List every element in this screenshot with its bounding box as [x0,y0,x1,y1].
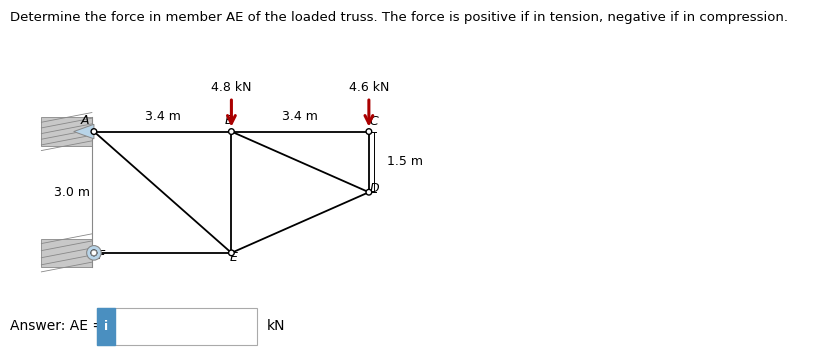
Text: Determine the force in member AE of the loaded truss. The force is positive if i: Determine the force in member AE of the … [10,11,788,24]
Text: 3.4 m: 3.4 m [145,110,181,122]
Circle shape [229,250,235,256]
Text: kN: kN [267,319,285,333]
Circle shape [87,246,102,260]
Circle shape [91,250,97,256]
Text: F: F [97,249,105,262]
Circle shape [91,250,97,256]
Text: C: C [369,114,378,127]
Text: A: A [81,114,89,127]
Text: i: i [104,320,108,333]
FancyBboxPatch shape [97,308,116,345]
Text: B: B [225,114,234,127]
Circle shape [229,129,235,134]
Text: Answer: AE =: Answer: AE = [10,319,108,333]
Text: 4.8 kN: 4.8 kN [211,81,251,94]
FancyBboxPatch shape [97,308,257,345]
Circle shape [366,129,372,134]
Text: 1.5 m: 1.5 m [387,155,423,168]
Circle shape [366,190,372,195]
Text: 3.4 m: 3.4 m [282,110,318,122]
Text: D: D [370,183,379,196]
Bar [42,239,92,267]
Text: 4.6 kN: 4.6 kN [349,81,389,94]
Text: E: E [230,251,237,264]
Circle shape [91,129,97,134]
Text: 3.0 m: 3.0 m [54,186,90,199]
Bar [42,117,92,146]
Polygon shape [74,124,94,139]
